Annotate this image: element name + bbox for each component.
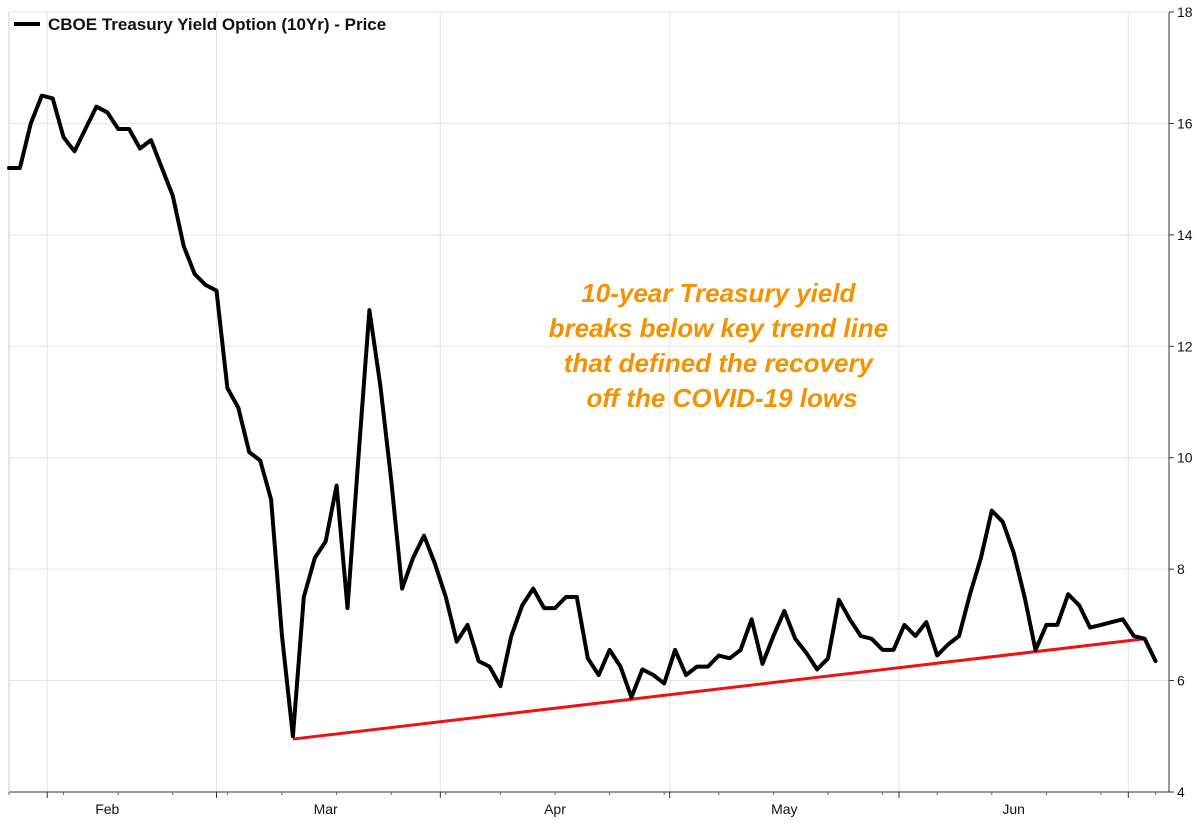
y-axis-ticks: 4 6 8 10 12 14 16 18 [1169,4,1193,800]
x-tick-label: Apr [544,801,566,817]
y-tick-label: 10 [1177,450,1193,466]
y-tick-label: 18 [1177,4,1193,20]
x-tick-label: Feb [95,801,119,817]
chart-annotation: 10-year Treasury yield breaks below key … [549,278,896,413]
trend-line [292,637,1145,741]
y-tick-label: 16 [1177,115,1193,131]
annotation-line-2: breaks below key trend line [549,313,889,343]
annotation-line-3: that defined the recovery [564,348,875,378]
x-tick-label: Mar [314,801,338,817]
y-tick-label: 12 [1177,338,1193,354]
axes [8,11,1170,793]
y-tick-label: 4 [1177,784,1185,800]
y-tick-label: 14 [1177,227,1193,243]
x-tick-label: Jun [1002,801,1025,817]
annotation-line-1: 10-year Treasury yield [581,278,856,308]
annotation-line-4: off the COVID-19 lows [586,383,857,413]
y-tick-label: 8 [1177,561,1185,577]
legend: CBOE Treasury Yield Option (10Yr) - Pric… [14,15,386,34]
legend-entry: CBOE Treasury Yield Option (10Yr) - Pric… [48,15,386,34]
x-tick-label: May [771,801,797,817]
x-axis-ticks: Feb Mar Apr May Jun [8,792,1157,817]
series-line-cboe-treasury-yield [7,93,1158,739]
y-tick-label: 6 [1177,673,1185,689]
